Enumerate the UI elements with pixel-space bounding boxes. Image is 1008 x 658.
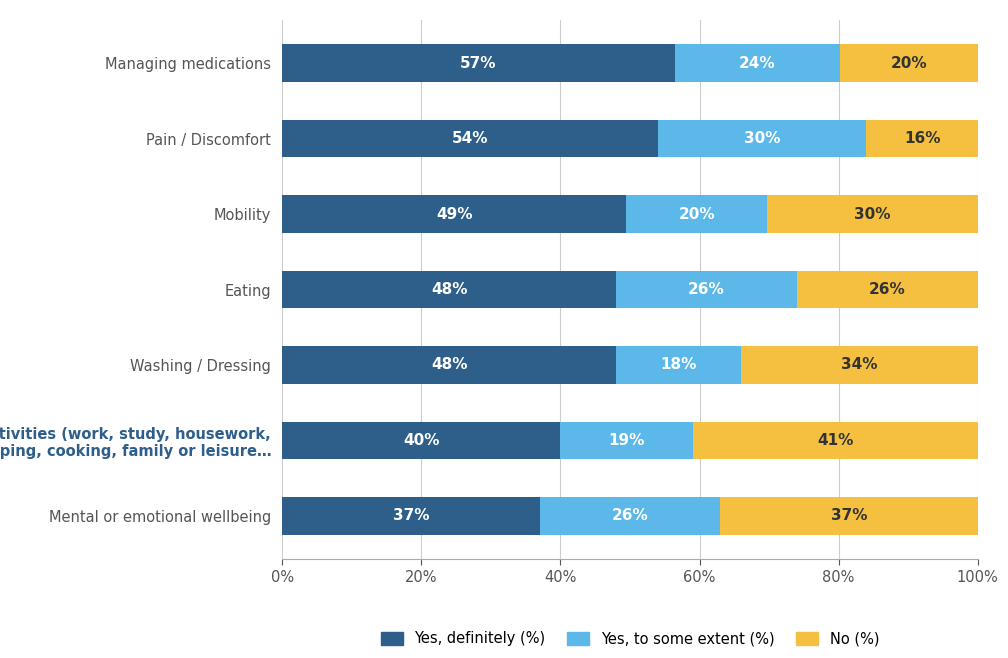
Bar (721, 497, 978, 535)
Bar (627, 195, 767, 233)
Text: 48%: 48% (430, 357, 468, 372)
Bar (282, 44, 674, 82)
Bar (282, 270, 616, 309)
Bar (867, 120, 978, 157)
Text: 40%: 40% (403, 433, 439, 448)
Bar (692, 422, 978, 459)
Bar (282, 195, 627, 233)
Bar (282, 346, 616, 384)
Text: 24%: 24% (739, 56, 776, 70)
Bar (560, 422, 692, 459)
Legend: Yes, definitely (%), Yes, to some extent (%), No (%): Yes, definitely (%), Yes, to some extent… (381, 631, 879, 646)
Text: 57%: 57% (461, 56, 497, 70)
Bar (616, 346, 741, 384)
Text: 37%: 37% (831, 509, 867, 523)
Bar (674, 44, 840, 82)
Text: 30%: 30% (744, 131, 780, 146)
Text: 16%: 16% (904, 131, 940, 146)
Bar (658, 120, 867, 157)
Text: 19%: 19% (609, 433, 645, 448)
Text: 26%: 26% (612, 509, 648, 523)
Text: 48%: 48% (430, 282, 468, 297)
Text: 34%: 34% (842, 357, 878, 372)
Text: 18%: 18% (660, 357, 697, 372)
Bar (539, 497, 721, 535)
Text: 20%: 20% (678, 207, 715, 222)
Text: 26%: 26% (869, 282, 906, 297)
Text: 54%: 54% (452, 131, 488, 146)
Text: 30%: 30% (854, 207, 891, 222)
Bar (840, 44, 978, 82)
Text: 20%: 20% (891, 56, 927, 70)
Bar (616, 270, 797, 309)
Text: 37%: 37% (393, 509, 429, 523)
Text: 26%: 26% (688, 282, 725, 297)
Bar (282, 497, 539, 535)
Text: 41%: 41% (817, 433, 854, 448)
Bar (282, 120, 658, 157)
Bar (797, 270, 978, 309)
Bar (741, 346, 978, 384)
Bar (282, 422, 560, 459)
Text: 49%: 49% (436, 207, 473, 222)
Bar (767, 195, 978, 233)
